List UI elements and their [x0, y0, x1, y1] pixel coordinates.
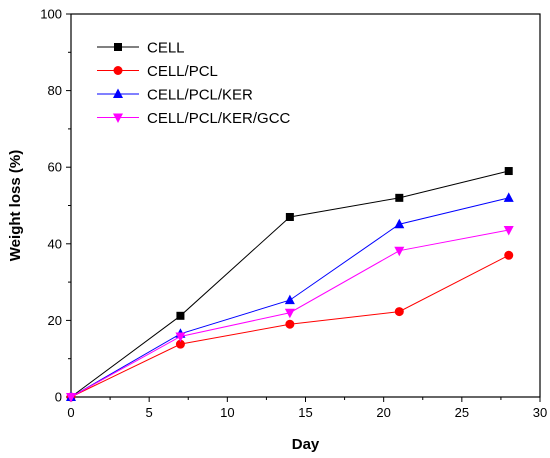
x-tick-label: 15 [298, 405, 312, 420]
data-point [175, 339, 185, 349]
x-axis-title: Day [292, 436, 320, 453]
legend-label: CELL/PCL/KER [147, 87, 253, 104]
plot-border [70, 13, 541, 398]
plot-area [70, 13, 541, 398]
data-point [503, 226, 514, 236]
data-point [394, 218, 405, 229]
data-point [66, 393, 76, 403]
x-tick-label: 30 [533, 405, 547, 420]
series-cell-pcl-ker-gcc [66, 226, 514, 403]
legend-marker [113, 113, 123, 123]
series-cell [67, 167, 513, 401]
data-point [285, 319, 295, 329]
y-tick-label: 60 [48, 160, 62, 175]
x-tick-label: 20 [376, 405, 390, 420]
data-point [176, 311, 185, 320]
data-point [175, 332, 186, 342]
data-point [285, 212, 294, 221]
x-tick-label: 25 [455, 405, 469, 420]
y-tick-label: 40 [48, 236, 62, 251]
data-point [503, 192, 514, 202]
series-line [70, 170, 509, 398]
legend-item: CELL/PCL [97, 63, 218, 80]
data-point [394, 307, 404, 317]
x-axis: 0 5 10 15 20 25 30 [67, 397, 547, 420]
data-point [284, 294, 295, 305]
legend-marker [114, 43, 122, 51]
data-point [394, 246, 405, 257]
legend-marker [113, 66, 123, 75]
legend-label: CELL/PCL/KER/GCC [147, 110, 291, 127]
legend-marker [113, 88, 123, 98]
legend-item: CELL [97, 40, 185, 57]
data-point [395, 193, 404, 202]
x-tick-label: 5 [146, 405, 153, 420]
series-cell-pcl [66, 250, 514, 402]
series-cell-pcl-ker [66, 192, 514, 401]
y-tick-label: 100 [40, 7, 62, 22]
legend-label: CELL/PCL [147, 63, 218, 80]
x-tick-label: 0 [67, 405, 74, 420]
y-tick-label: 80 [48, 83, 62, 98]
legend-item: CELL/PCL/KER [97, 87, 253, 104]
y-axis: 0 20 40 60 80 100 [40, 7, 71, 405]
x-tick-label: 10 [220, 405, 234, 420]
data-point [284, 308, 295, 319]
legend-label: CELL [147, 40, 185, 57]
data-point [504, 250, 514, 260]
y-tick-label: 20 [48, 313, 62, 328]
y-tick-label: 0 [55, 390, 62, 405]
legend-item: CELL/PCL/KER/GCC [97, 110, 291, 127]
series-layer [66, 167, 514, 403]
legend: CELL CELL/PCL CELL/PCL/KER CELL/PCL/KER/GCC [97, 40, 291, 127]
data-point [504, 167, 513, 176]
y-axis-title: Weight loss (%) [7, 150, 24, 261]
